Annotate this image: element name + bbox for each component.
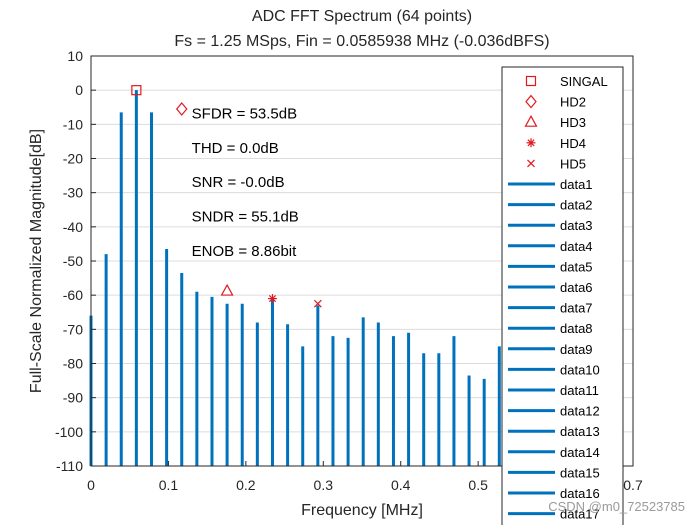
y-tick-label: -40 xyxy=(63,219,83,235)
y-tick-label: -20 xyxy=(63,151,83,167)
chart-subtitle: Fs = 1.25 MSps, Fin = 0.0585938 MHz (-0.… xyxy=(174,33,549,50)
metric-annotations: SFDR = 53.5dB THD = 0.0dB SNR = -0.0dB SNDR… xyxy=(192,105,299,260)
legend-entry-label: data1 xyxy=(560,177,593,192)
legend-entry-label: data3 xyxy=(560,218,593,233)
legend: SINGAL HD2 HD3 HD4 HD5 data1 data2 data3 data4 da… xyxy=(501,66,624,525)
legend-entry-label: data16 xyxy=(560,486,600,501)
annotation-text: THD = 0.0dB xyxy=(192,140,279,157)
legend-box xyxy=(501,66,624,525)
legend-entry-label: data9 xyxy=(560,342,593,357)
legend-marker-hd2 xyxy=(525,94,537,109)
y-tick-label: -60 xyxy=(63,287,83,303)
legend-entry-label: data14 xyxy=(560,445,600,460)
x-tick-label: 0.4 xyxy=(391,477,411,493)
marker-hd4-stroke xyxy=(268,295,277,303)
legend-entry-label: HD2 xyxy=(560,95,586,110)
legend-marker-hd5-stroke xyxy=(527,159,535,168)
y-tick-label: -100 xyxy=(55,424,83,440)
annotation-text: SFDR = 53.5dB xyxy=(192,105,297,122)
y-tick-label: -110 xyxy=(56,458,83,474)
legend-entry-label: data5 xyxy=(560,259,593,274)
legend-entry-label: data13 xyxy=(560,424,600,439)
legend-entry-label: data12 xyxy=(560,404,600,419)
marker-hd5 xyxy=(313,299,322,308)
y-tick-label: -90 xyxy=(63,390,83,406)
harmonic-markers xyxy=(131,85,322,308)
legend-marker-singal xyxy=(525,75,537,87)
y-tick-label: -80 xyxy=(63,356,83,372)
legend-entry-label: data6 xyxy=(560,280,593,295)
legend-marker-hd4 xyxy=(526,138,536,148)
y-tick-label: -50 xyxy=(63,253,83,269)
legend-entry-label: SINGAL xyxy=(560,74,608,89)
legend-entry-label: data15 xyxy=(560,465,600,480)
x-tick-label: 0.7 xyxy=(623,477,643,493)
legend-marker-hd3 xyxy=(524,114,538,127)
legend-entry-label: data11 xyxy=(560,383,599,398)
marker-hd2 xyxy=(175,102,188,116)
legend-entry-label: data8 xyxy=(560,321,593,336)
watermark: CSDN @m0_72523785 xyxy=(548,499,685,514)
x-tick-label: 0.1 xyxy=(159,477,179,493)
x-axis-label: Frequency [MHz] xyxy=(301,502,423,519)
legend-marker-hd4-stroke xyxy=(527,139,535,147)
marker-hd5-stroke xyxy=(313,299,322,308)
marker-hd4 xyxy=(267,294,277,304)
legend-entry-label: data17 xyxy=(560,507,600,522)
legend-entry-label: HD3 xyxy=(560,115,586,130)
y-tick-label: 0 xyxy=(75,82,83,98)
legend-entry-label: HD5 xyxy=(560,156,586,171)
legend-entry-label: data7 xyxy=(560,301,593,316)
annotation-text: SNDR = 55.1dB xyxy=(192,209,299,226)
x-tick-label: 0.2 xyxy=(236,477,256,493)
y-tick-label: 10 xyxy=(67,48,83,64)
annotation-text: ENOB = 8.86bit xyxy=(192,243,297,260)
y-tick-label: -30 xyxy=(63,185,83,201)
x-tick-label: 0.5 xyxy=(468,477,488,493)
legend-entry-label: HD4 xyxy=(560,136,586,151)
legend-marker-hd5 xyxy=(527,159,535,168)
legend-entry-label: data10 xyxy=(560,362,600,377)
marker-singal xyxy=(131,85,142,96)
y-tick-label: -10 xyxy=(63,116,83,132)
chart-title: ADC FFT Spectrum (64 points) xyxy=(252,8,472,25)
x-tick-label: 0 xyxy=(87,477,95,493)
y-tick-label: -70 xyxy=(63,321,83,337)
y-axis-label: Full-Scale Normalized Magnitude[dB] xyxy=(28,129,45,393)
annotation-text: SNR = -0.0dB xyxy=(192,174,285,191)
legend-entry-label: data4 xyxy=(560,239,593,254)
x-tick-label: 0.3 xyxy=(314,477,334,493)
marker-hd3 xyxy=(220,283,234,296)
legend-entry-label: data2 xyxy=(560,198,593,213)
